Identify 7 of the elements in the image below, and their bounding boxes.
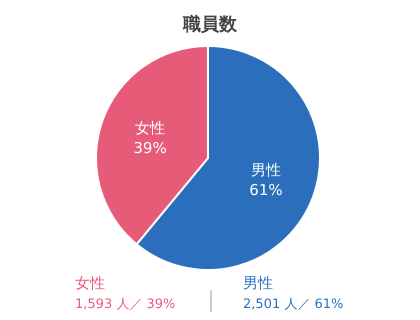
slice-label: 女性 <box>135 119 166 138</box>
chart-title: 職員数 <box>182 14 238 35</box>
data-label: 39% <box>133 139 167 158</box>
text: 男性 2,501 人／ 61% <box>243 274 344 312</box>
data-label: 61% <box>249 180 283 199</box>
text: 女性 1,593 人／ 39% <box>75 274 176 312</box>
slice-label: 男性 <box>250 160 281 179</box>
